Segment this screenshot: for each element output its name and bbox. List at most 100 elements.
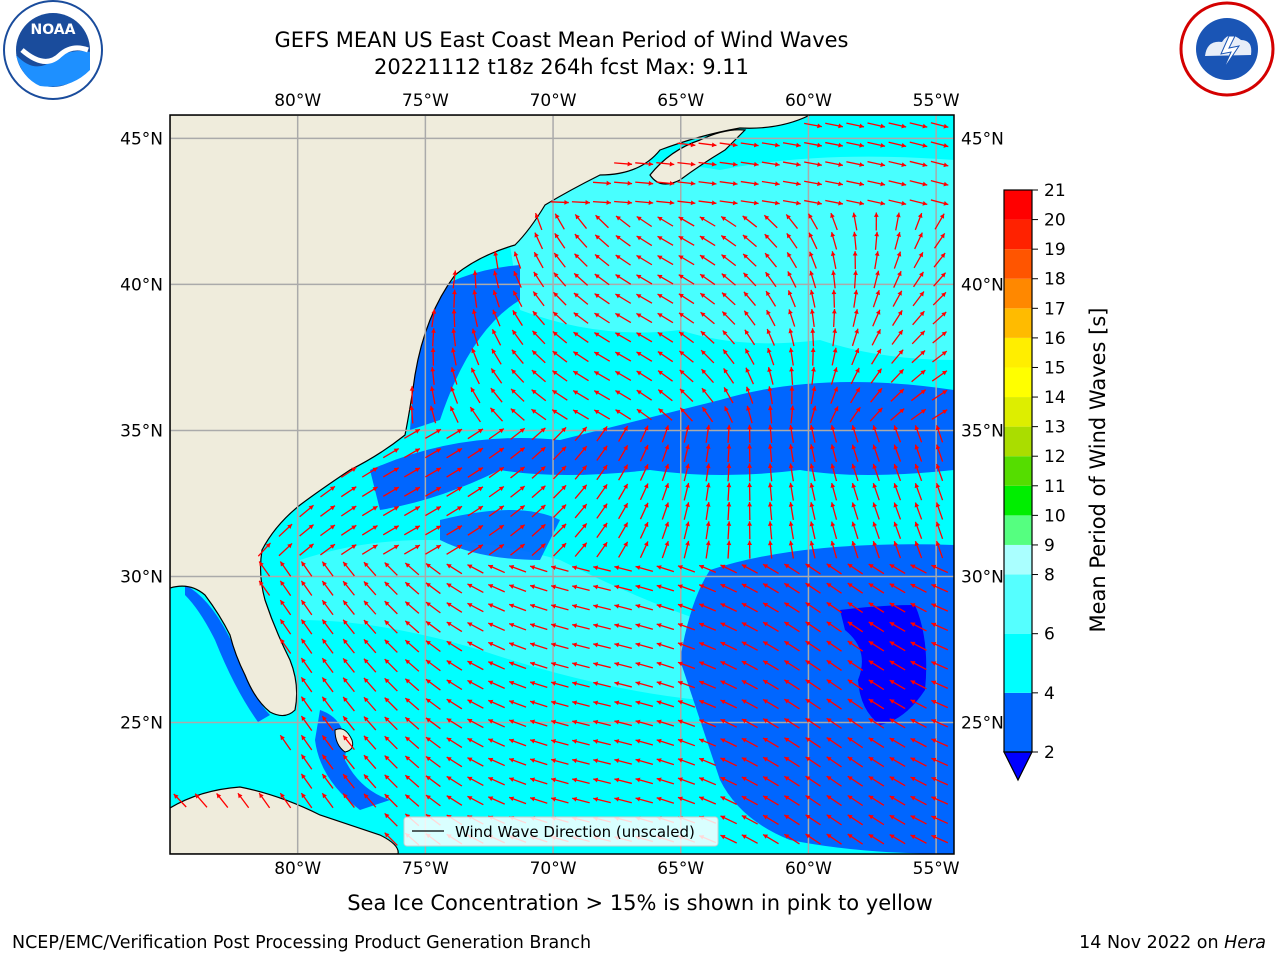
wave-arrow bbox=[805, 833, 821, 845]
wave-arrow bbox=[931, 622, 949, 632]
wave-arrow bbox=[636, 408, 652, 421]
wave-arrow bbox=[510, 543, 526, 556]
wave-arrow bbox=[552, 350, 568, 363]
wave-arrow bbox=[363, 716, 377, 731]
wave-arrow bbox=[826, 756, 842, 768]
lon-label-bottom: 75°W bbox=[402, 859, 449, 879]
wave-arrow bbox=[529, 738, 548, 746]
wave-arrow bbox=[382, 544, 400, 555]
wave-arrow bbox=[363, 581, 377, 596]
wave-arrow bbox=[553, 465, 567, 480]
wave-arrow bbox=[910, 564, 927, 574]
wave-arrow bbox=[720, 603, 737, 612]
wave-arrow bbox=[764, 252, 777, 268]
wave-arrow bbox=[830, 502, 838, 520]
wave-arrow bbox=[829, 406, 839, 423]
wave-arrow bbox=[847, 621, 864, 633]
wave-arrow bbox=[809, 289, 816, 308]
wave-arrow bbox=[868, 756, 885, 768]
wave-arrow bbox=[656, 603, 675, 611]
wave-arrow bbox=[618, 502, 629, 520]
wave-arrow bbox=[720, 564, 737, 574]
wave-arrow bbox=[683, 502, 690, 520]
wave-arrow bbox=[930, 141, 949, 148]
wave-arrow bbox=[831, 289, 837, 308]
wave-arrow bbox=[910, 757, 927, 767]
wave-arrow bbox=[657, 370, 673, 382]
wave-arrow bbox=[832, 328, 838, 347]
wave-arrow bbox=[508, 719, 527, 728]
wave-arrow bbox=[893, 251, 902, 269]
wave-arrow bbox=[720, 583, 737, 593]
wave-arrow bbox=[830, 540, 838, 559]
wave-arrow bbox=[299, 524, 314, 537]
colorbar-tick-label: 19 bbox=[1044, 240, 1066, 260]
wave-arrow bbox=[446, 679, 463, 691]
wave-arrow bbox=[868, 582, 885, 594]
wave-arrow bbox=[868, 833, 885, 845]
wave-arrow bbox=[553, 291, 567, 306]
wave-arrow bbox=[826, 794, 842, 807]
wave-arrow bbox=[340, 466, 357, 478]
wave-arrow bbox=[592, 200, 612, 205]
wave-arrow bbox=[572, 409, 590, 420]
wave-arrow bbox=[529, 777, 548, 785]
wave-arrow bbox=[656, 681, 675, 689]
wave-arrow bbox=[763, 214, 778, 229]
wave-arrow bbox=[279, 561, 292, 577]
wave-arrow bbox=[895, 212, 901, 231]
wave-arrow bbox=[593, 681, 611, 688]
lon-label-top: 80°W bbox=[274, 91, 321, 111]
wave-arrow bbox=[340, 544, 357, 556]
wave-arrow bbox=[384, 581, 398, 596]
wave-arrow bbox=[910, 389, 927, 402]
wave-arrow bbox=[321, 696, 334, 712]
wave-arrow bbox=[467, 795, 484, 806]
wave-arrow bbox=[656, 777, 675, 785]
wave-arrow bbox=[788, 482, 795, 501]
wave-arrow bbox=[572, 777, 590, 785]
wave-arrow bbox=[488, 583, 505, 593]
wave-arrow bbox=[446, 544, 463, 555]
wave-arrow bbox=[868, 660, 885, 671]
wave-arrow bbox=[788, 463, 795, 482]
wave-arrow bbox=[488, 543, 505, 556]
lat-label-left: 35°N bbox=[120, 421, 163, 441]
wave-arrow bbox=[852, 309, 859, 327]
wave-arrow bbox=[868, 795, 885, 806]
wave-arrow bbox=[931, 834, 949, 844]
wave-arrow bbox=[342, 580, 355, 596]
wave-arrow bbox=[910, 718, 927, 729]
wave-arrow bbox=[868, 563, 885, 575]
wave-arrow bbox=[830, 424, 838, 443]
nws-logo bbox=[1179, 1, 1275, 97]
wave-arrow bbox=[701, 368, 714, 384]
wave-arrow bbox=[930, 122, 949, 129]
wave-arrow bbox=[847, 582, 864, 594]
wave-arrow bbox=[572, 719, 590, 727]
wave-arrow bbox=[425, 428, 442, 439]
wave-arrow bbox=[783, 775, 800, 787]
wave-arrow bbox=[867, 141, 886, 148]
wave-arrow bbox=[573, 351, 589, 363]
wave-arrow bbox=[830, 212, 838, 231]
wave-arrow bbox=[573, 272, 589, 286]
wave-arrow bbox=[661, 521, 670, 540]
wave-arrow bbox=[571, 200, 590, 205]
legend-label: Wind Wave Direction (unscaled) bbox=[455, 823, 695, 841]
wave-arrow bbox=[614, 739, 632, 746]
wave-arrow bbox=[868, 717, 885, 729]
wave-arrow bbox=[491, 348, 502, 365]
wave-arrow bbox=[698, 142, 717, 148]
wave-arrow bbox=[299, 543, 314, 556]
wave-arrow bbox=[614, 351, 632, 362]
wave-arrow bbox=[614, 661, 632, 669]
wave-arrow bbox=[446, 698, 463, 710]
wave-arrow bbox=[741, 814, 758, 825]
wave-arrow bbox=[805, 659, 821, 671]
wave-arrow bbox=[912, 291, 925, 307]
wave-arrow bbox=[384, 639, 398, 653]
wave-arrow bbox=[572, 681, 590, 688]
wave-arrow bbox=[722, 349, 735, 365]
